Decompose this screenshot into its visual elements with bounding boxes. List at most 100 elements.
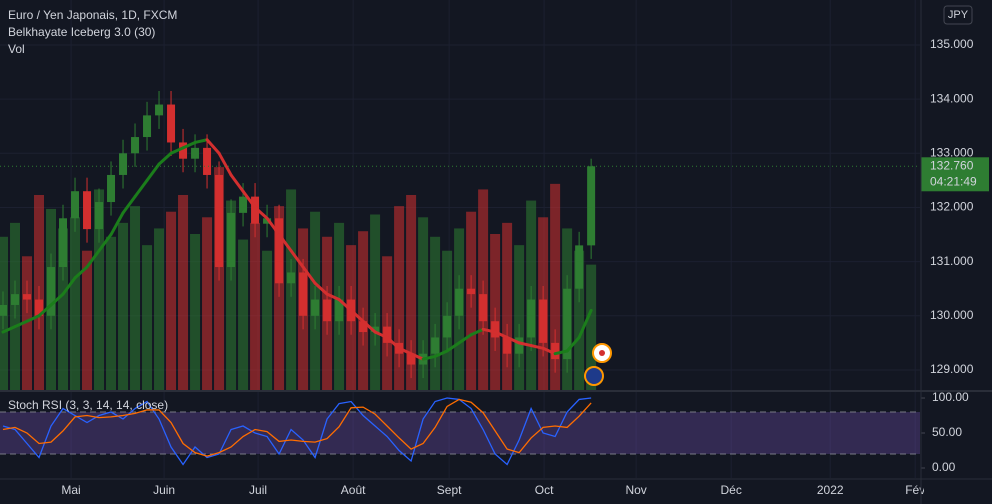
indicator-segment bbox=[553, 349, 569, 356]
candle-body bbox=[179, 142, 188, 159]
indicator-segment bbox=[517, 341, 533, 348]
indicator-segment bbox=[277, 233, 293, 253]
volume-bar bbox=[514, 245, 525, 390]
indicator-segment bbox=[121, 195, 137, 215]
candle-body bbox=[443, 315, 452, 338]
candle-body bbox=[83, 191, 92, 230]
indicator-segment bbox=[361, 319, 377, 334]
y-tick-label: 0.00 bbox=[932, 460, 956, 474]
indicator-segment bbox=[373, 330, 389, 339]
volume-bar bbox=[238, 239, 249, 390]
volume-bar bbox=[430, 236, 441, 390]
candle-body bbox=[23, 294, 32, 300]
y-tick-label: 50.00 bbox=[932, 425, 962, 439]
x-tick-label: 2022 bbox=[817, 483, 844, 497]
x-tick-label: Fév bbox=[905, 483, 925, 497]
candle-body bbox=[287, 272, 296, 284]
volume-bar bbox=[58, 228, 69, 390]
indicator-segment bbox=[145, 162, 161, 182]
indicator-segment bbox=[421, 354, 437, 361]
candle-body bbox=[107, 174, 116, 203]
candle-body bbox=[47, 267, 56, 316]
candle-body bbox=[515, 337, 524, 354]
y-tick-label: 133.000 bbox=[930, 145, 974, 159]
indicator-segment bbox=[493, 330, 509, 339]
volume-bar bbox=[226, 200, 237, 390]
volume-bar bbox=[118, 222, 129, 390]
indicator-segment bbox=[169, 146, 185, 155]
x-tick-label: Déc bbox=[721, 483, 742, 497]
oscillator-line bbox=[2, 398, 592, 457]
candle-body bbox=[503, 337, 512, 354]
indicator-segment bbox=[1, 325, 17, 334]
candle-body bbox=[131, 137, 140, 154]
x-tick-label: Août bbox=[341, 483, 366, 497]
indicator-segment bbox=[409, 352, 425, 361]
candle-body bbox=[539, 299, 548, 343]
indicator-segment bbox=[433, 349, 449, 358]
candle-body bbox=[59, 218, 68, 268]
indicator-segment bbox=[229, 173, 245, 193]
candle-body bbox=[587, 166, 596, 246]
candle-body bbox=[311, 299, 320, 316]
candle-body bbox=[335, 299, 344, 322]
candle-body bbox=[407, 353, 416, 365]
event-icon[interactable] bbox=[584, 366, 604, 386]
chart-title: Euro / Yen Japonais, 1D, FXCM bbox=[8, 8, 177, 22]
candle-body bbox=[275, 218, 284, 284]
candle-body bbox=[35, 299, 44, 316]
volume-bar bbox=[190, 234, 201, 390]
indicator-segment bbox=[337, 298, 353, 312]
indicator-segment bbox=[445, 341, 461, 353]
currency-box[interactable] bbox=[943, 5, 973, 25]
indicator-segment bbox=[85, 249, 101, 269]
volume-bar bbox=[70, 217, 81, 390]
volume-bar bbox=[586, 264, 597, 390]
indicator-segment bbox=[313, 281, 329, 296]
candle-body bbox=[479, 294, 488, 322]
indicator-segment bbox=[325, 292, 341, 302]
candle-body bbox=[551, 342, 560, 360]
indicator-segment bbox=[541, 346, 557, 356]
indicator-segment bbox=[469, 327, 485, 337]
y-tick-label: 132.000 bbox=[930, 200, 974, 214]
candle-body bbox=[191, 147, 200, 159]
candle-body bbox=[323, 299, 332, 322]
candle-body bbox=[239, 196, 248, 213]
indicator-segment bbox=[61, 276, 77, 296]
currency[interactable]: JPY bbox=[948, 9, 969, 21]
volume-bar bbox=[202, 217, 213, 390]
candle-body bbox=[227, 212, 236, 268]
volume-bar bbox=[166, 211, 177, 390]
candle-body bbox=[299, 272, 308, 316]
indicator-segment bbox=[97, 233, 113, 253]
indicator-segment bbox=[133, 178, 149, 199]
volume-bar bbox=[394, 206, 405, 390]
candle-body bbox=[455, 288, 464, 316]
y-tick-label: 129.000 bbox=[930, 362, 974, 376]
indicator-segment bbox=[457, 333, 473, 345]
volume-bar bbox=[82, 250, 93, 390]
indicator-segment bbox=[529, 344, 545, 350]
volume-bar bbox=[22, 256, 33, 390]
volume-bar bbox=[178, 195, 189, 390]
indicator-segment bbox=[301, 265, 317, 285]
candle-body bbox=[467, 288, 476, 295]
event-icons[interactable] bbox=[584, 343, 612, 386]
candle-body bbox=[431, 337, 440, 354]
band-fill bbox=[0, 412, 920, 454]
indicator-segment bbox=[25, 314, 41, 323]
candle-body bbox=[383, 326, 392, 343]
indicator-segment bbox=[217, 151, 233, 177]
indicator-segment bbox=[397, 346, 413, 356]
y-tick-label: 100.00 bbox=[932, 390, 969, 404]
volume-bar bbox=[154, 228, 165, 390]
volume-bar bbox=[130, 206, 141, 390]
candle-body bbox=[371, 326, 380, 333]
volume-bar bbox=[250, 222, 261, 390]
volume-bar bbox=[550, 183, 561, 390]
candle-body bbox=[95, 202, 104, 230]
indicator-segment bbox=[265, 216, 281, 237]
candle-body bbox=[359, 321, 368, 333]
